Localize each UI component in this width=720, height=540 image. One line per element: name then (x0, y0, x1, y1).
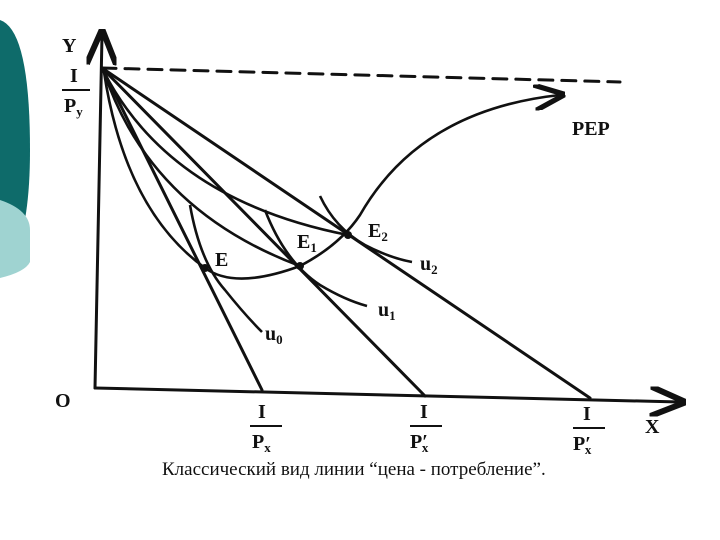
curve (102, 71, 301, 268)
label-part: x (264, 440, 271, 455)
indifference-u1 (263, 209, 368, 308)
label-part: E (297, 231, 310, 253)
point-label: E (215, 249, 228, 271)
label-part: y (76, 104, 83, 119)
origin-label: O (55, 390, 71, 412)
point (296, 262, 304, 270)
pep-curve (102, 71, 560, 280)
curve-label: u2 (420, 253, 438, 277)
label-part: u (265, 323, 276, 345)
label-part: 1 (389, 308, 396, 323)
label-part: P (64, 95, 76, 117)
fraction-den: P′x (573, 433, 592, 457)
label-part: 2 (431, 262, 438, 277)
label-part: E (215, 249, 228, 271)
fraction-den: P′x (410, 431, 429, 455)
curve-label: u1 (378, 299, 396, 323)
fraction-den: Px (252, 431, 271, 455)
label-part: x (585, 442, 592, 457)
fraction-num: I (258, 401, 266, 423)
label-part: P′ (573, 433, 591, 455)
label-part: 2 (381, 229, 388, 244)
fraction-num: I (70, 65, 78, 87)
point-label: E2 (368, 220, 388, 244)
fraction-den: Py (64, 95, 83, 119)
pep-label: PEP (572, 118, 610, 140)
caption: Классический вид линии “цена - потреблен… (162, 459, 546, 480)
label-part: 1 (310, 240, 317, 255)
label-part: E (368, 220, 381, 242)
label-part: x (422, 440, 429, 455)
point (344, 231, 352, 239)
point (201, 264, 209, 272)
decor-light (0, 200, 30, 278)
y-label: Y (62, 35, 77, 57)
budget-line (100, 66, 264, 392)
indifference-u0 (188, 204, 263, 333)
y-axis (95, 35, 102, 390)
fraction-num: I (420, 401, 428, 423)
label-part: P (252, 431, 264, 453)
curve (102, 71, 349, 237)
x-label: X (645, 416, 660, 438)
label-part: P′ (410, 431, 428, 453)
curve-label: u0 (265, 323, 283, 347)
indifference-u2 (318, 195, 413, 264)
fraction-num: I (583, 403, 591, 425)
point-label: E1 (297, 231, 317, 255)
label-part: u (378, 299, 389, 321)
label-part: u (420, 253, 431, 275)
x-axis (93, 388, 680, 402)
dashed-line (100, 66, 622, 84)
label-part: 0 (276, 332, 283, 347)
budget-line (100, 66, 427, 398)
